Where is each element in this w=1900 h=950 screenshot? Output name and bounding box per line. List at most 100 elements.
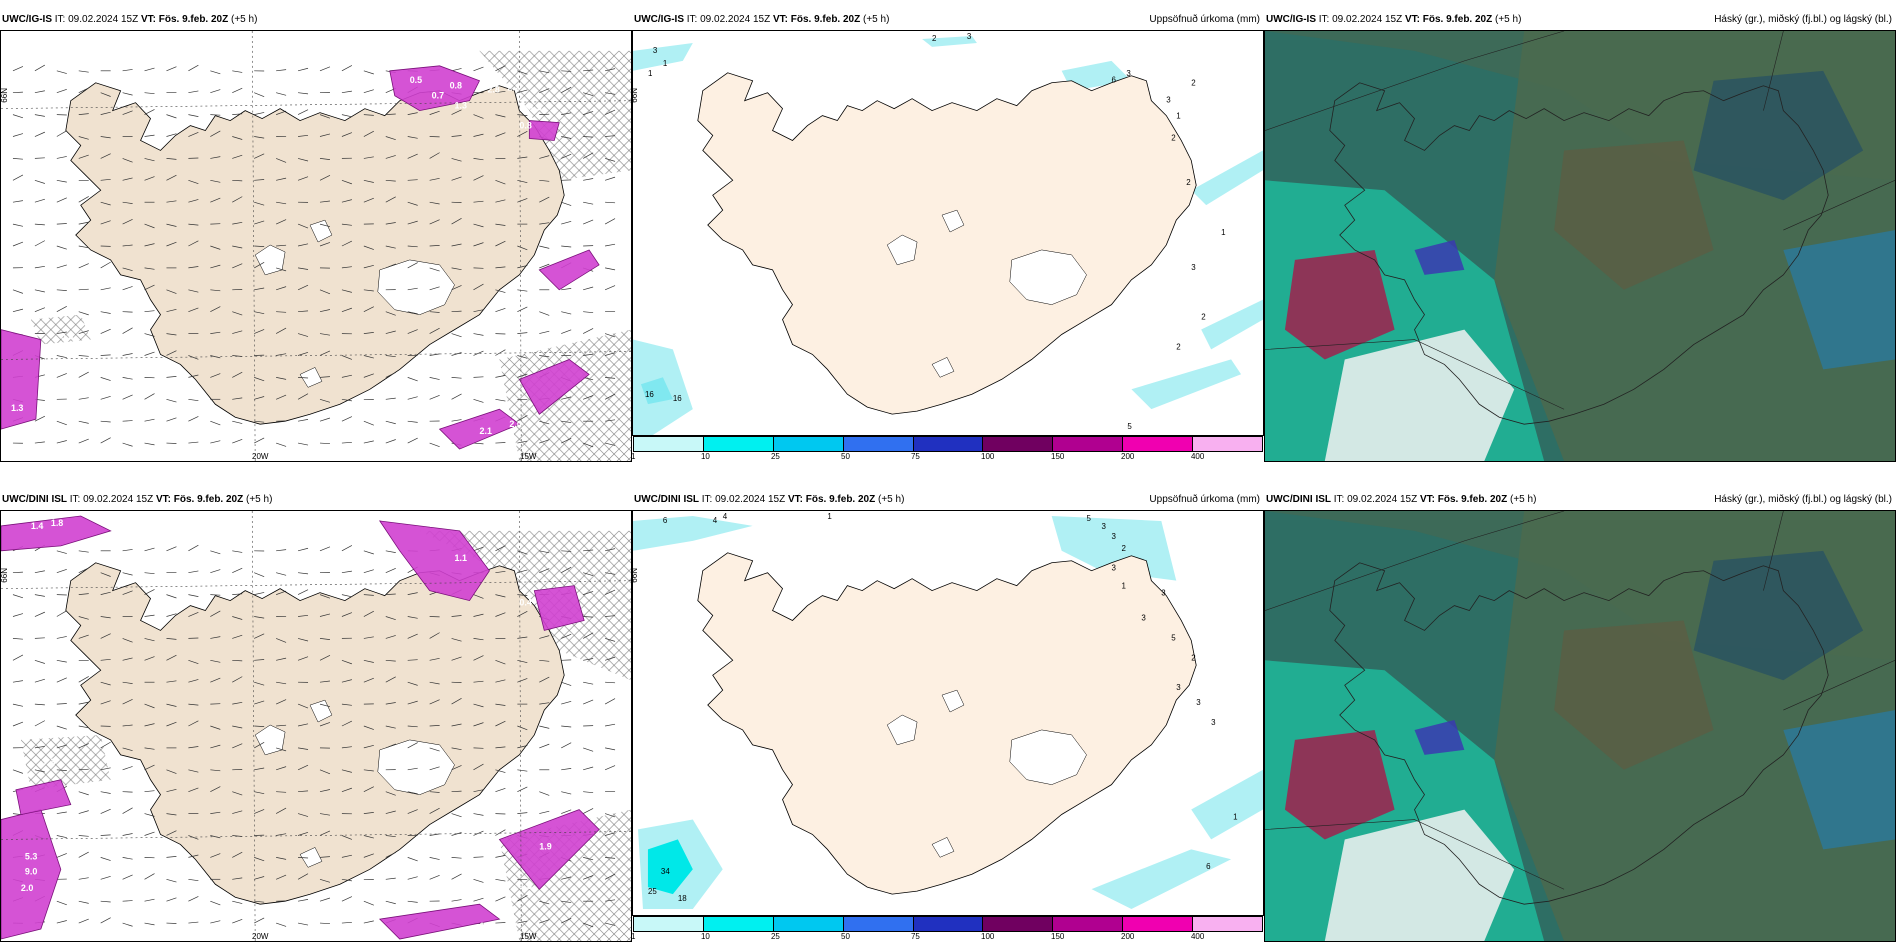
colorbar-labels: 1 10 25 50 75 100 150 200 400 xyxy=(631,932,1263,942)
precip-value-label: 1 xyxy=(648,69,653,78)
precip-value-label: 1 xyxy=(1221,228,1226,237)
wind-value-label: 2.2 xyxy=(507,83,519,93)
wind-value-label: 0.8 xyxy=(519,121,531,131)
colorbar-tick-label: 10 xyxy=(700,452,710,461)
lon-label: 15W xyxy=(520,932,537,941)
colorbar-segment xyxy=(1193,917,1263,931)
colorbar-segment xyxy=(1123,917,1194,931)
colorbar-tick-label: 400 xyxy=(1190,932,1205,941)
precip-value-label: 2 xyxy=(1191,79,1196,88)
lat-label: 66N xyxy=(0,568,9,583)
colorbar-tick-label: 25 xyxy=(770,932,780,941)
wind-value-label: 1.9 xyxy=(539,841,551,851)
precip-value-label: 3 xyxy=(1126,69,1131,78)
precip-value-label: 3 xyxy=(967,32,972,41)
precip-value-label: 3 xyxy=(1111,532,1116,541)
model-name: UWC/IG-IS xyxy=(2,14,52,25)
colorbar-segment xyxy=(634,917,704,931)
panel-header: UWC/IG-IS IT: 09.02.2024 15Z VT: Fös. 9.… xyxy=(2,14,258,25)
colorbar xyxy=(633,916,1263,932)
lon-label: 20W xyxy=(252,452,269,461)
precip-value-label: 5 xyxy=(1087,514,1092,523)
wind-value-label: 1.3 xyxy=(430,519,442,529)
precip-map[interactable]: 2 3 3 1 1 3 6 2 3 1 2 1 3 2 2 2 16 16 5 xyxy=(632,30,1264,436)
precip-title: Uppsöfnuð úrkoma (mm) xyxy=(1149,494,1260,505)
colorbar-segment xyxy=(703,917,774,931)
cloud-map[interactable] xyxy=(1264,510,1896,942)
colorbar-tick-label: 75 xyxy=(910,932,920,941)
precip-value-label: 3 xyxy=(653,46,658,55)
wind-value-label: 0.4 xyxy=(519,598,531,608)
colorbar-tick-label: 50 xyxy=(841,452,850,461)
lat-label: 66N xyxy=(0,88,9,103)
cloud-panel-row1: UWC/IG-IS IT: 09.02.2024 15Z VT: Fös. 9.… xyxy=(1264,10,1896,462)
colorbar-labels: 1 10 25 50 75 100 150 200 400 xyxy=(631,452,1263,462)
wind-value-label: 1.4 xyxy=(455,449,467,459)
wind-value-label: 9.0 xyxy=(25,866,37,876)
precip-value-label: 1 xyxy=(663,59,668,68)
colorbar-tick-label: 1 xyxy=(631,452,636,461)
colorbar-segment xyxy=(913,917,984,931)
wind-value-label: 2.0 xyxy=(509,419,521,429)
precip-title: Uppsöfnuð úrkoma (mm) xyxy=(1149,14,1260,25)
colorbar-segment xyxy=(1123,437,1194,451)
colorbar-tick-label: 150 xyxy=(1051,452,1065,461)
colorbar-segment xyxy=(843,437,914,451)
precip-value-label: 5 xyxy=(1127,422,1132,431)
wind-value-label: 1.1 xyxy=(455,553,467,563)
colorbar-segment xyxy=(1053,437,1124,451)
colorbar-segment xyxy=(1053,917,1124,931)
wind-value-label: 1.3 xyxy=(11,403,23,413)
wind-value-label: 0.8 xyxy=(450,81,462,91)
wind-value-label: 1.9 xyxy=(529,103,541,113)
precip-value-label: 5 xyxy=(1171,633,1176,642)
wind-map[interactable]: 1.4 1.8 1.3 1.9 1.1 0.4 7.3 5.3 9.0 2.0 1.9 1.5 1.4 xyxy=(0,510,632,942)
precip-value-label: 1 xyxy=(827,512,832,521)
colorbar-segment xyxy=(773,917,844,931)
precip-value-label: 2 xyxy=(1121,544,1126,553)
colorbar-segment xyxy=(983,437,1054,451)
wind-value-label: 1.8 xyxy=(51,518,63,528)
cloud-map[interactable] xyxy=(1264,30,1896,462)
precip-panel-row1: UWC/IG-IS IT: 09.02.2024 15Z VT: Fös. 9.… xyxy=(630,10,1264,462)
precip-value-label: 3 xyxy=(1166,96,1171,105)
precip-value-label: 3 xyxy=(1191,263,1196,272)
wind-value-label: 0.7 xyxy=(432,91,444,101)
precip-value-label: 16 xyxy=(673,394,682,403)
wind-value-label: 1.3 xyxy=(455,101,467,111)
precip-map[interactable]: 6 4 4 1 5 3 3 2 3 1 3 3 5 2 3 3 3 1 6 34 25 18 xyxy=(632,510,1264,916)
precip-value-label: 4 xyxy=(723,512,728,521)
wind-value-label: 7.3 xyxy=(43,757,55,767)
wind-value-label: 2.8 xyxy=(487,85,499,95)
lon-label: 20W xyxy=(252,932,269,941)
precip-value-label: 2 xyxy=(1186,178,1191,187)
wind-map[interactable]: 0.5 0.8 0.7 1.3 2.8 2.2 1.9 0.8 0.3 1.3 2.1 2.0 1.4 xyxy=(0,30,632,462)
colorbar-segment xyxy=(983,917,1054,931)
wind-value-label: 2.1 xyxy=(479,426,491,436)
lat-label: 66N xyxy=(630,568,639,583)
precip-value-label: 6 xyxy=(1206,862,1211,871)
panel-header: UWC/DINI ISL IT: 09.02.2024 15Z VT: Fös.… xyxy=(1264,490,1896,510)
precip-value-label: 6 xyxy=(1111,76,1116,85)
colorbar-tick-label: 25 xyxy=(770,452,780,461)
colorbar-tick-label: 50 xyxy=(841,932,850,941)
lat-label: 66N xyxy=(630,88,639,103)
precip-value-label: 2 xyxy=(1201,313,1206,322)
precip-value-label: 6 xyxy=(663,516,668,525)
precip-panel-row2: UWC/DINI ISL IT: 09.02.2024 15Z VT: Fös.… xyxy=(630,490,1264,942)
colorbar-segment xyxy=(773,437,844,451)
precip-value-label: 3 xyxy=(1176,683,1181,692)
wind-value-label: 2.0 xyxy=(21,883,33,893)
colorbar-segment xyxy=(843,917,914,931)
wind-panel-row2: UWC/DINI ISL IT: 09.02.2024 15Z VT: Fös.… xyxy=(0,490,632,942)
cloud-title: Háský (gr.), miðský (fj.bl.) og lágský (… xyxy=(1714,14,1892,25)
colorbar-segment xyxy=(913,437,984,451)
colorbar-tick-label: 10 xyxy=(700,932,710,941)
precip-value-label: 3 xyxy=(1111,564,1116,573)
wind-value-label: 5.3 xyxy=(25,851,37,861)
precip-value-label: 2 xyxy=(1176,342,1181,351)
precip-value-label: 2 xyxy=(1191,653,1196,662)
precip-value-label: 1 xyxy=(1121,582,1126,591)
colorbar-tick-label: 200 xyxy=(1121,932,1135,941)
precip-value-label: 1 xyxy=(1176,112,1181,121)
